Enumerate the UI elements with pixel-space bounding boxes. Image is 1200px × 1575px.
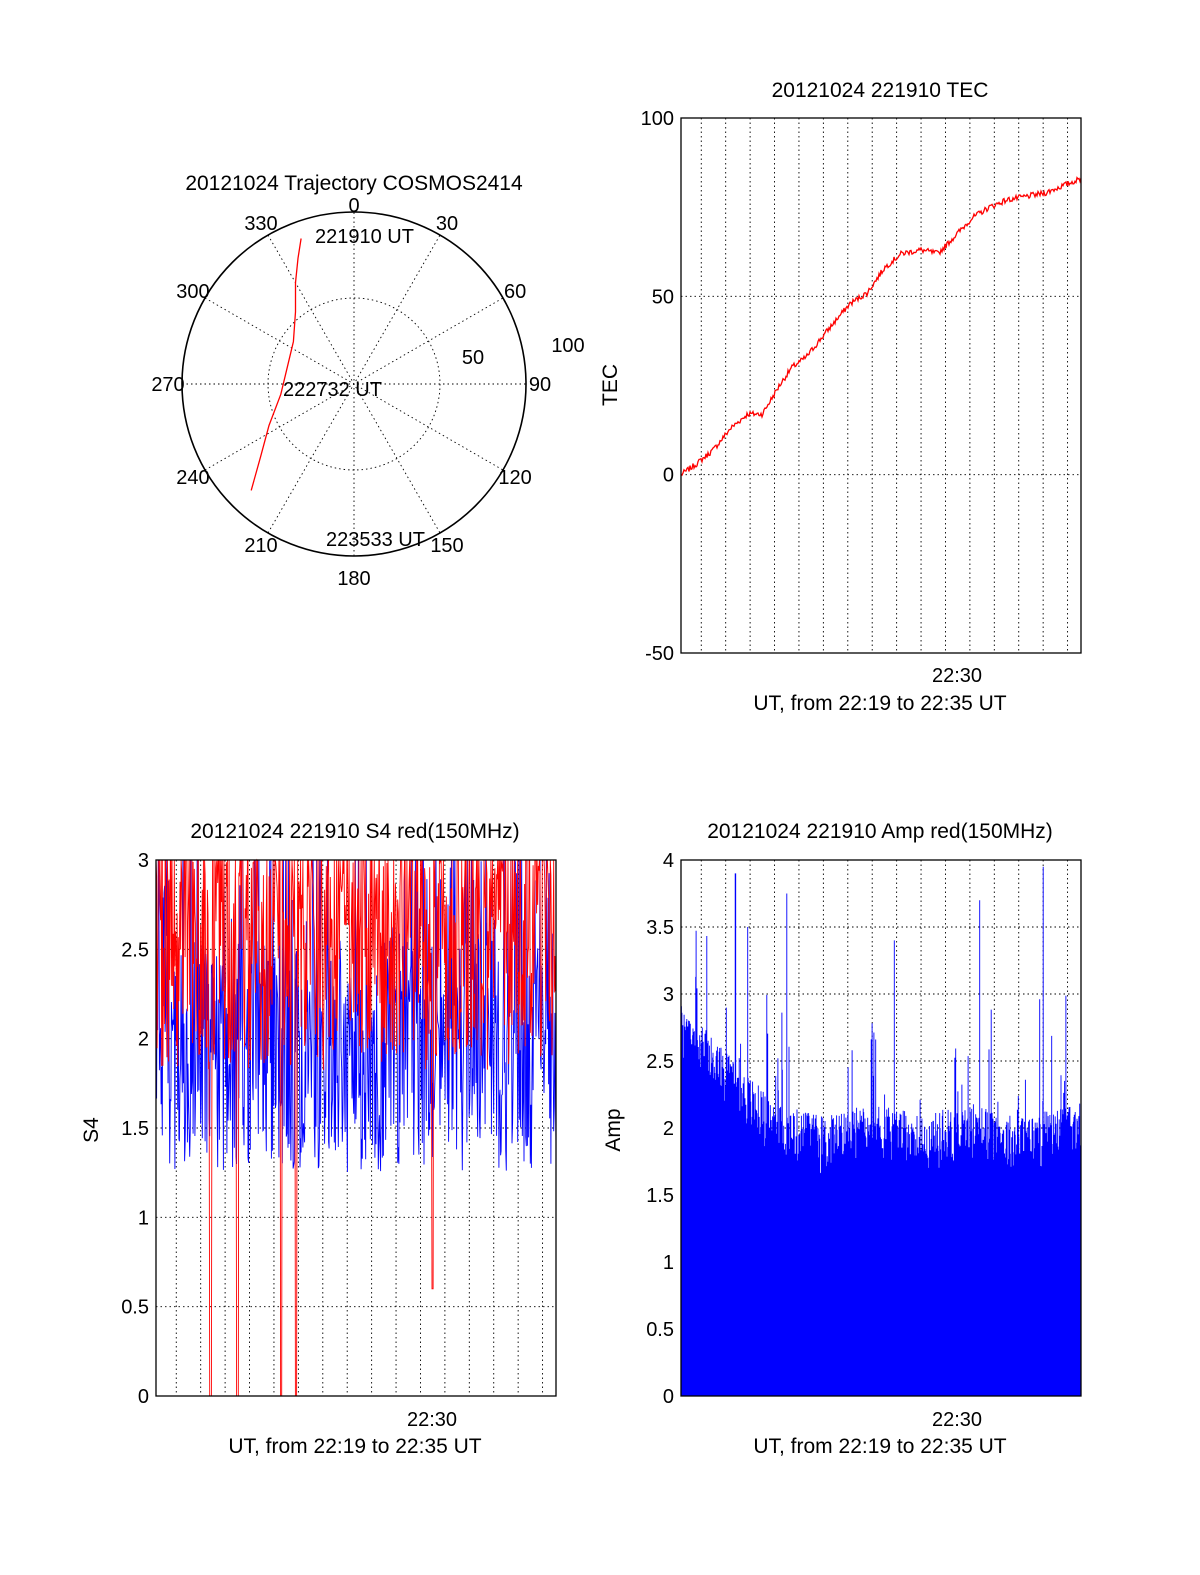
s4-panel: 20121024 221910 S4 red(150MHz) 0 0.5 1 1.5 2… [80,820,557,1458]
polar-angle-label-90: 90 [529,374,551,396]
amp-y-tick: 2.5 [646,1051,674,1073]
amp-x-tick-2230: 22:30 [932,1409,982,1431]
tec-x-label: UT, from 22:19 to 22:35 UT [753,692,1006,715]
amp-y-tick: 0 [663,1386,674,1408]
amp-x-label: UT, from 22:19 to 22:35 UT [753,1435,1006,1458]
amp-frame [680,859,1082,1397]
trajectory-panel: 20121024 Trajectory COSMOS2414 0 30 60 90 12… [151,172,584,590]
amp-y-tick: 3 [663,984,674,1006]
amp-y-tick: 1.5 [646,1185,674,1207]
amp-title: 20121024 221910 Amp red(150MHz) [707,820,1053,843]
s4-y-tick: 0.5 [121,1297,149,1319]
polar-angle-label-0: 0 [348,195,359,217]
tec-y-tick: 0 [663,465,674,487]
tec-y-tick: 50 [652,286,674,308]
s4-y-tick: 1.5 [121,1118,149,1140]
polar-angle-label-180: 180 [337,568,370,590]
s4-title: 20121024 221910 S4 red(150MHz) [190,820,519,843]
amp-panel: 20121024 221910 Amp red(150MHz) 0 0.5 1 1.5… [602,820,1082,1458]
amp-y-tick: 3.5 [646,917,674,939]
polar-angle-label-120: 120 [498,467,531,489]
polar-angle-label-240: 240 [176,467,209,489]
trajectory-title: 20121024 Trajectory COSMOS2414 [185,172,523,195]
amp-y-tick: 4 [663,850,674,872]
tec-title: 20121024 221910 TEC [772,79,989,102]
tec-line [680,176,1082,477]
tec-y-label: TEC [599,364,622,406]
amp-y-label: Amp [602,1108,625,1151]
polar-angle-label-330: 330 [244,213,277,235]
trajectory-trace [250,238,302,491]
trajectory-end-label: 223533 UT [326,529,425,551]
polar-angle-label-30: 30 [436,213,458,235]
tec-grid [681,117,1081,654]
tec-x-tick-2230: 22:30 [932,665,982,687]
amp-bars [680,866,1082,1396]
s4-x-label: UT, from 22:19 to 22:35 UT [228,1435,481,1458]
polar-angle-label-150: 150 [430,535,463,557]
polar-grid [182,212,526,556]
s4-blue-series [155,859,557,1173]
trajectory-start-label: 221910 UT [315,226,414,248]
tec-y-tick: 100 [641,108,674,130]
polar-angle-label-270: 270 [151,374,184,396]
tec-frame [680,117,1082,654]
polar-angle-labels: 0 30 60 90 120 150 180 210 240 270 300 330 [151,195,551,590]
s4-y-tick: 2.5 [121,939,149,961]
polar-outer-circle [181,211,527,557]
s4-y-tick: 0 [138,1386,149,1408]
tec-y-tick: -50 [645,643,674,665]
radial-tick-50: 50 [462,347,484,369]
amp-y-ticks: 0 0.5 1 1.5 2 2.5 3 3.5 4 [646,850,674,1408]
polar-angle-label-60: 60 [504,281,526,303]
tec-panel: 20121024 221910 TEC -50 0 50 100 22:30 UT, … [599,79,1082,715]
s4-y-tick: 3 [138,850,149,872]
polar-angle-label-300: 300 [176,281,209,303]
amp-y-tick: 0.5 [646,1319,674,1341]
s4-x-tick-2230: 22:30 [407,1409,457,1431]
polar-angle-label-210: 210 [244,535,277,557]
s4-y-tick: 2 [138,1029,149,1051]
polar-spoke-150 [267,234,441,534]
s4-frame [155,859,557,1397]
s4-y-ticks: 0 0.5 1 1.5 2 2.5 3 [121,850,149,1408]
s4-y-label: S4 [80,1117,103,1143]
s4-y-tick: 1 [138,1207,149,1229]
amp-y-tick: 2 [663,1118,674,1140]
trajectory-mid-label: 222732 UT [283,379,382,401]
tec-y-ticks: -50 0 50 100 [641,108,674,665]
s4-red-series [155,858,557,1397]
radial-tick-100: 100 [551,335,584,357]
amp-y-tick: 1 [663,1252,674,1274]
